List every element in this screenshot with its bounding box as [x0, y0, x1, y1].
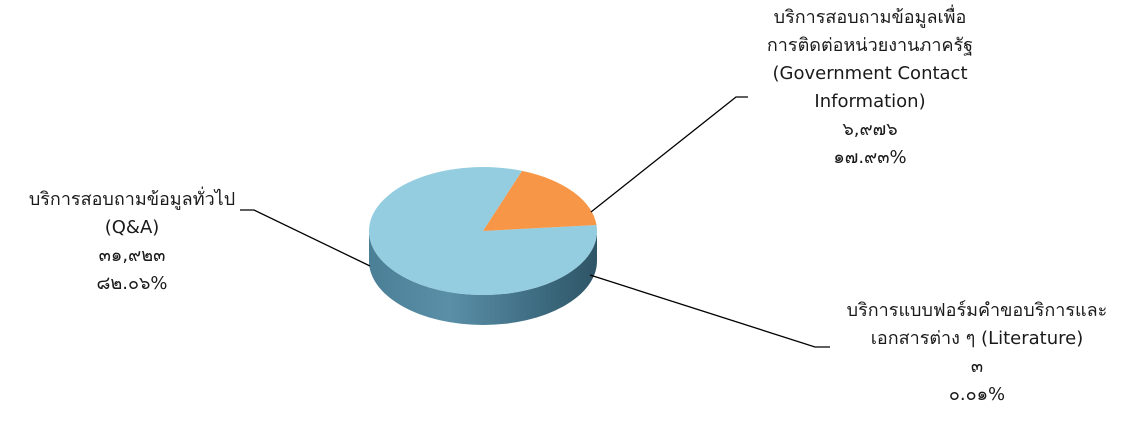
slice-label-literature: บริการแบบฟอร์มคำขอบริการและ เอกสารต่าง ๆ…	[822, 297, 1132, 409]
slice-value: ๖,๙๗๖	[842, 119, 898, 140]
slice-name-line: (Q&A)	[104, 217, 160, 238]
slice-name-line: การติดต่อหน่วยงานภาครัฐ	[766, 35, 974, 56]
slice-name-line: เอกสารต่าง ๆ (Literature)	[870, 328, 1084, 349]
slice-qa	[368, 167, 597, 295]
slice-label-qa: บริการสอบถามข้อมูลทั่วไป (Q&A) ๓๑,๙๒๓ ๘๒…	[2, 186, 262, 298]
slice-name-line: บริการแบบฟอร์มคำขอบริการและ	[846, 300, 1108, 321]
leader-lines	[240, 96, 830, 348]
slice-percent: ๘๒.๐๖%	[96, 273, 168, 294]
slice-percent: ๐.๐๑%	[948, 384, 1006, 405]
leader-line-qa	[240, 209, 371, 267]
slice-literature	[483, 224, 597, 231]
slice-name-line: Information)	[814, 91, 926, 112]
slice-label-government: บริการสอบถามข้อมูลเพื่อ การติดต่อหน่วยงา…	[725, 4, 1015, 172]
leader-line-government	[590, 96, 748, 213]
pie-body	[368, 167, 597, 325]
leader-line-literature	[589, 274, 830, 348]
slice-name-line: บริการสอบถามข้อมูลทั่วไป	[28, 189, 236, 210]
slice-name-line: บริการสอบถามข้อมูลเพื่อ	[773, 7, 967, 28]
slice-government	[483, 170, 597, 231]
slice-name-line: (Government Contact	[772, 63, 968, 84]
slice-value: ๓๑,๙๒๓	[98, 245, 166, 266]
slice-percent: ๑๗.๙๓%	[833, 147, 907, 168]
slice-value: ๓	[970, 356, 984, 377]
slice-side-qa	[369, 231, 597, 325]
